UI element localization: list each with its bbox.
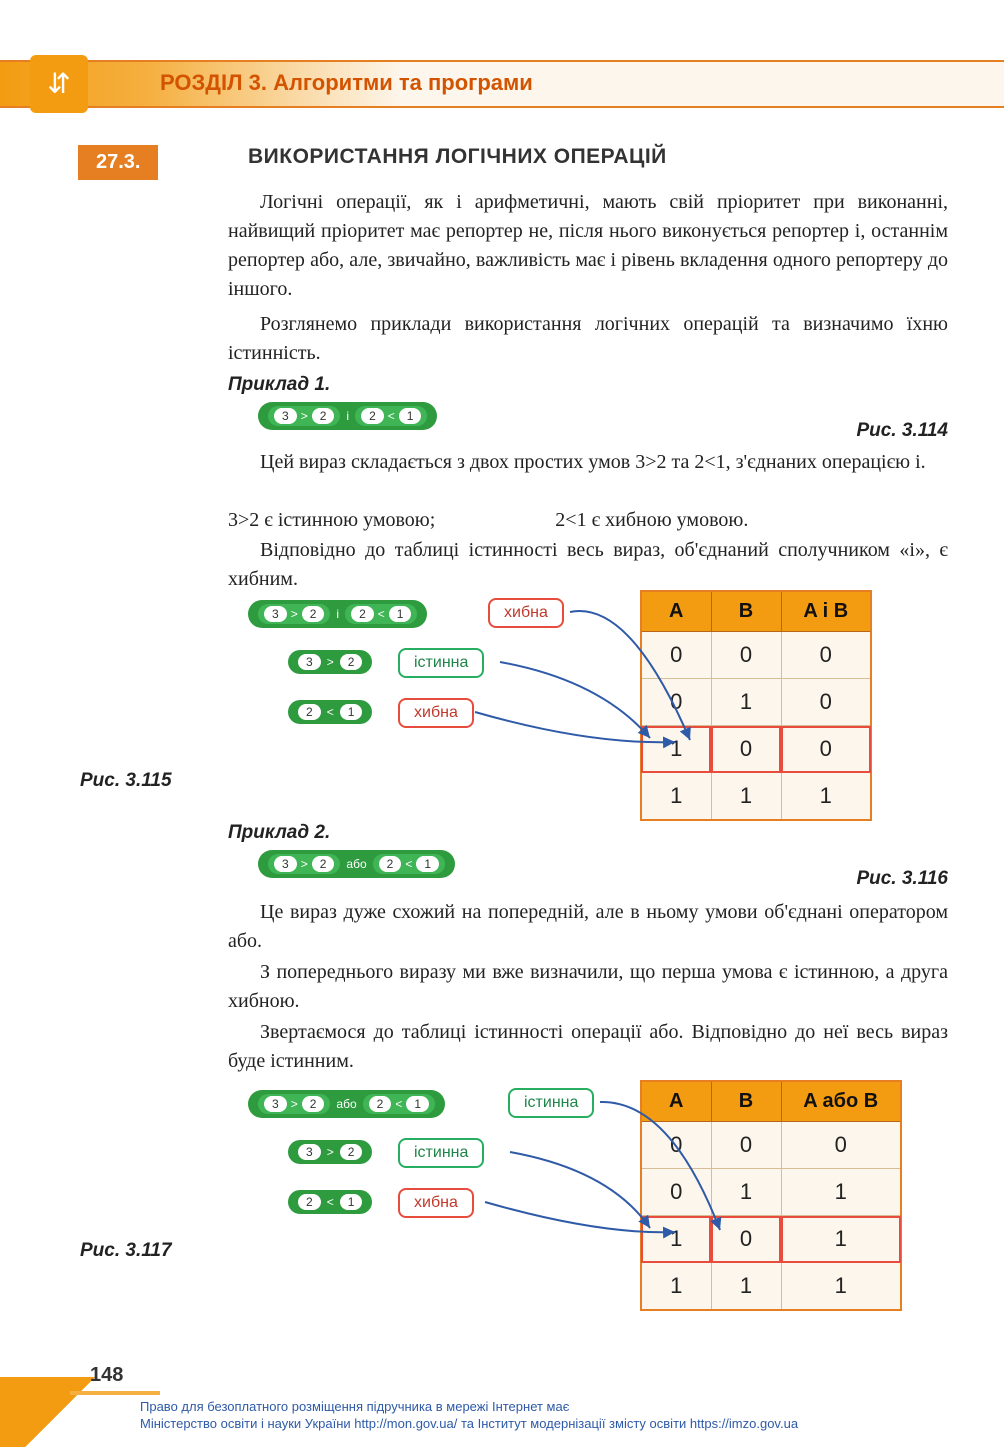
table-cell: 0 — [781, 726, 871, 773]
table-header: B — [711, 1081, 781, 1122]
tag-true-3: істинна — [398, 1138, 484, 1168]
table-cell: 0 — [641, 632, 711, 679]
table-cell: 0 — [781, 632, 871, 679]
table-cell: 1 — [641, 1216, 711, 1263]
section-title: ВИКОРИСТАННЯ ЛОГІЧНИХ ОПЕРАЦІЙ — [248, 145, 667, 169]
table-row: 000 — [641, 1122, 901, 1169]
paragraph-4: 3>2 є істинною умовою; 2<1 є хибною умов… — [228, 506, 948, 535]
table-header: A або B — [781, 1081, 901, 1122]
fig-3-117: Рис. 3.117 — [80, 1240, 172, 1262]
footer-line-1: Право для безоплатного розміщення підруч… — [140, 1399, 798, 1416]
paragraph-3: Цей вираз складається з двох простих умо… — [228, 448, 948, 477]
chapter-title: РОЗДІЛ 3. Алгоритми та програми — [160, 70, 533, 96]
fig-3-115: Рис. 3.115 — [80, 770, 172, 792]
scratch-block-or: 3>2 або 2<1 — [258, 850, 455, 878]
paragraph-6: Це вираз дуже схожий на попередній, але … — [228, 898, 948, 956]
cond-false-text: 2<1 є хибною умовою. — [555, 509, 748, 531]
table-cell: 1 — [711, 679, 781, 726]
tag-false-1: хибна — [488, 598, 564, 628]
table-cell: 0 — [641, 1122, 711, 1169]
table-header: A — [641, 1081, 711, 1122]
fig117-block-false: 2<1 — [288, 1190, 372, 1214]
table-row: 000 — [641, 632, 871, 679]
footer-line-2: Міністерство освіти і науки України http… — [140, 1416, 798, 1433]
table-cell: 1 — [781, 1169, 901, 1216]
example-2-label: Приклад 2. — [228, 818, 948, 847]
table-cell: 0 — [641, 1169, 711, 1216]
fig117-block-full: 3>2 або 2<1 — [248, 1090, 445, 1118]
cond-true-text: 3>2 є істинною умовою; — [228, 509, 435, 531]
paragraph-5: Відповідно до таблиці істинності весь ви… — [228, 536, 948, 594]
paragraph-2: Розглянемо приклади використання логічни… — [228, 310, 948, 368]
table-cell: 1 — [711, 1263, 781, 1311]
paragraph-1: Логічні операції, як і арифметичні, мают… — [228, 188, 948, 304]
table-cell: 1 — [781, 1216, 901, 1263]
paragraph-8: Звертаємося до таблиці істинності операц… — [228, 1018, 948, 1076]
table-header: A — [641, 591, 711, 632]
table-row: 011 — [641, 1169, 901, 1216]
scratch-block-and: 3>2 і 2<1 — [258, 402, 437, 430]
truth-table-or: ABA або B000011101111 — [640, 1080, 902, 1311]
table-cell: 1 — [641, 773, 711, 821]
table-row: 111 — [641, 773, 871, 821]
page-number: 148 — [90, 1364, 123, 1387]
tag-true-1: істинна — [398, 648, 484, 678]
section-badge: 27.3. — [78, 145, 158, 180]
table-row: 100 — [641, 726, 871, 773]
corner-decoration — [0, 1377, 120, 1447]
table-cell: 1 — [781, 1263, 901, 1311]
table-cell: 1 — [711, 1169, 781, 1216]
fig117-block-true: 3>2 — [288, 1140, 372, 1164]
table-row: 101 — [641, 1216, 901, 1263]
fig115-block-full: 3>2 і 2<1 — [248, 600, 427, 628]
tag-false-2: хибна — [398, 698, 474, 728]
table-cell: 0 — [711, 632, 781, 679]
table-cell: 0 — [781, 679, 871, 726]
tag-false-3: хибна — [398, 1188, 474, 1218]
fig115-block-false: 2<1 — [288, 700, 372, 724]
example-1-label: Приклад 1. — [228, 370, 948, 399]
truth-table-and: ABA і B000010100111 — [640, 590, 872, 821]
table-cell: 0 — [781, 1122, 901, 1169]
page-bar — [70, 1391, 160, 1395]
paragraph-7: З попереднього виразу ми вже визначили, … — [228, 958, 948, 1016]
tag-true-2: істинна — [508, 1088, 594, 1118]
fig-3-114: Рис. 3.114 — [856, 420, 948, 442]
fig115-block-true: 3>2 — [288, 650, 372, 674]
chapter-icon: ⇵ — [30, 55, 88, 113]
table-header: A і B — [781, 591, 871, 632]
table-cell: 0 — [711, 1122, 781, 1169]
table-cell: 0 — [641, 679, 711, 726]
table-cell: 1 — [781, 773, 871, 821]
table-cell: 0 — [711, 726, 781, 773]
table-header: B — [711, 591, 781, 632]
footer-text: Право для безоплатного розміщення підруч… — [140, 1399, 798, 1433]
fig-3-116: Рис. 3.116 — [856, 868, 948, 890]
table-row: 010 — [641, 679, 871, 726]
table-cell: 0 — [711, 1216, 781, 1263]
table-row: 111 — [641, 1263, 901, 1311]
table-cell: 1 — [711, 773, 781, 821]
table-cell: 1 — [641, 726, 711, 773]
table-cell: 1 — [641, 1263, 711, 1311]
